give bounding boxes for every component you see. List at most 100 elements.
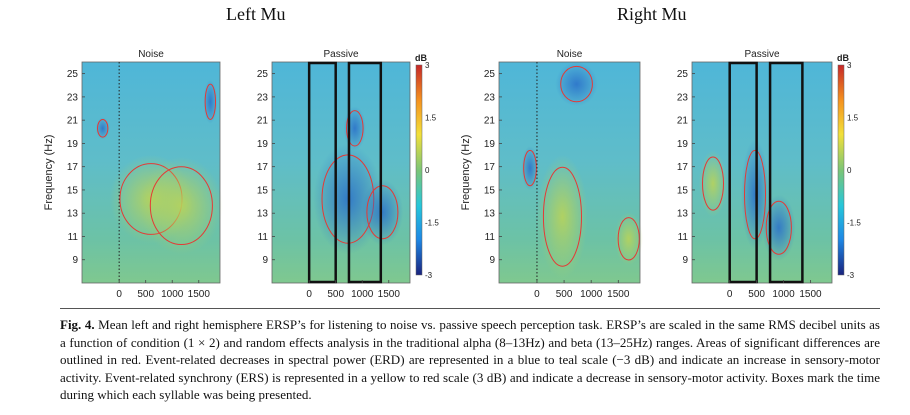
y-tick-label: 13 bbox=[257, 209, 269, 220]
y-tick-label: 19 bbox=[484, 139, 496, 150]
y-tick-label: 11 bbox=[678, 232, 689, 243]
colorbar: dB3 1.5 0 -1.5 -3 bbox=[415, 53, 439, 280]
y-tick-label: 23 bbox=[677, 92, 689, 103]
y-tick-label: 17 bbox=[677, 162, 689, 173]
colorbar-tick-label: -3 bbox=[847, 271, 855, 280]
y-tick-label: 17 bbox=[67, 162, 79, 173]
y-tick-label: 21 bbox=[67, 116, 79, 127]
significance-outline bbox=[617, 217, 640, 261]
y-axis-label: Frequency (Hz) bbox=[43, 135, 55, 211]
ersp-panel-left-passive: Passive 9 11 13 15 17 19 21 23 25 0 500 1000 1500 dB3 1… bbox=[257, 49, 439, 300]
colorbar-unit: dB bbox=[415, 53, 427, 63]
y-tick-label: 21 bbox=[484, 116, 496, 127]
significance-outline bbox=[97, 118, 109, 138]
colorbar-unit: dB bbox=[837, 53, 849, 63]
y-tick-label: 19 bbox=[677, 139, 689, 150]
y-tick-label: 9 bbox=[489, 255, 495, 266]
ersp-region bbox=[699, 150, 727, 217]
colorbar-tick-label: -1.5 bbox=[847, 219, 861, 228]
colorbar-tick-label: 0 bbox=[425, 166, 430, 175]
significance-outline bbox=[542, 166, 582, 267]
y-tick-label: 23 bbox=[67, 92, 79, 103]
y-tick-label: 25 bbox=[677, 69, 689, 80]
x-tick-label: 1500 bbox=[799, 289, 822, 300]
colorbar-scale bbox=[837, 64, 845, 276]
y-tick-label: 9 bbox=[262, 255, 268, 266]
ersp-panel-right-noise: Noise 9 11 13 15 17 19 21 23 25 0 500 1000 1500 Freque… bbox=[460, 49, 643, 300]
y-tick-label: 17 bbox=[484, 162, 496, 173]
ersp-region bbox=[762, 194, 796, 261]
colorbar-tick-label: 1.5 bbox=[847, 114, 859, 123]
y-tick-label: 25 bbox=[257, 69, 269, 80]
colorbar-scale bbox=[415, 64, 423, 276]
figure-caption: Fig. 4. Mean left and right hemisphere E… bbox=[60, 316, 880, 404]
caption-top-rule bbox=[60, 308, 880, 309]
y-axis-label: Frequency (Hz) bbox=[460, 135, 472, 211]
x-tick-label: 0 bbox=[116, 289, 122, 300]
colorbar-tick-label: 0 bbox=[847, 166, 852, 175]
y-tick-label: 11 bbox=[68, 232, 79, 243]
ersp-region bbox=[521, 145, 539, 191]
x-tick-label: 0 bbox=[727, 289, 733, 300]
syllable-box bbox=[347, 61, 383, 284]
y-tick-label: 17 bbox=[257, 162, 269, 173]
x-tick-label: 1000 bbox=[772, 289, 795, 300]
y-tick-label: 15 bbox=[67, 185, 79, 196]
colorbar-tick-label: -1.5 bbox=[425, 219, 439, 228]
ersp-region bbox=[343, 106, 366, 151]
ersp-region bbox=[361, 179, 404, 246]
y-tick-label: 11 bbox=[485, 232, 496, 243]
colorbar-tick-label: 3 bbox=[425, 61, 430, 70]
significance-outline bbox=[366, 185, 399, 240]
significance-outline bbox=[702, 156, 724, 211]
colorbar-tick-label: -3 bbox=[425, 271, 433, 280]
ersp-region bbox=[555, 62, 598, 107]
y-tick-label: 11 bbox=[258, 232, 269, 243]
ersp-region bbox=[741, 139, 769, 250]
significance-outline bbox=[560, 65, 593, 103]
significance-outline bbox=[765, 200, 792, 255]
y-tick-label: 23 bbox=[257, 92, 269, 103]
ersp-region bbox=[139, 157, 223, 255]
syllable-box bbox=[768, 61, 804, 284]
x-tick-label: 0 bbox=[534, 289, 540, 300]
y-tick-label: 25 bbox=[484, 69, 496, 80]
x-tick-label: 1000 bbox=[161, 289, 184, 300]
panel-frame bbox=[498, 61, 641, 284]
caption-label: Fig. 4. bbox=[60, 317, 95, 332]
colorbar-tick-label: 3 bbox=[847, 61, 852, 70]
panel-title: Passive bbox=[323, 49, 358, 60]
y-tick-label: 15 bbox=[484, 185, 496, 196]
panel-title: Passive bbox=[744, 49, 779, 60]
y-tick-label: 9 bbox=[72, 255, 78, 266]
y-tick-label: 25 bbox=[67, 69, 79, 80]
syllable-box bbox=[728, 61, 758, 284]
ersp-region bbox=[203, 79, 218, 124]
x-tick-label: 1000 bbox=[351, 289, 374, 300]
y-tick-label: 21 bbox=[677, 116, 689, 127]
x-tick-label: 1500 bbox=[378, 289, 401, 300]
ersp-region bbox=[95, 117, 110, 140]
y-tick-label: 9 bbox=[682, 255, 688, 266]
y-tick-label: 13 bbox=[677, 209, 689, 220]
ersp-panel-left-noise: Noise 9 11 13 15 17 19 21 23 25 0 500 1000 1500 Freque… bbox=[43, 49, 223, 300]
ersp-region bbox=[537, 154, 588, 279]
significance-outline bbox=[149, 166, 213, 246]
y-tick-label: 15 bbox=[677, 185, 689, 196]
y-tick-label: 13 bbox=[67, 209, 79, 220]
panel-frame bbox=[691, 61, 833, 284]
colorbar: dB3 1.5 0 -1.5 -3 bbox=[837, 53, 861, 280]
x-tick-label: 1000 bbox=[580, 289, 603, 300]
x-tick-label: 500 bbox=[137, 289, 154, 300]
y-tick-label: 13 bbox=[484, 209, 496, 220]
caption-text: Mean left and right hemisphere ERSP’s fo… bbox=[60, 317, 880, 402]
colorbar-tick-label: 1.5 bbox=[425, 114, 437, 123]
significance-outline bbox=[744, 149, 766, 240]
x-tick-label: 1500 bbox=[607, 289, 630, 300]
panel-frame bbox=[81, 61, 221, 284]
right-mu-title: Right Mu bbox=[617, 4, 687, 24]
ersp-panel-right-passive: Passive 9 11 13 15 17 19 21 23 25 0 500 1000 1500 dB3 1… bbox=[677, 49, 861, 300]
significance-outline bbox=[204, 83, 217, 120]
panel-title: Noise bbox=[138, 49, 164, 60]
ersp-region bbox=[614, 212, 643, 266]
